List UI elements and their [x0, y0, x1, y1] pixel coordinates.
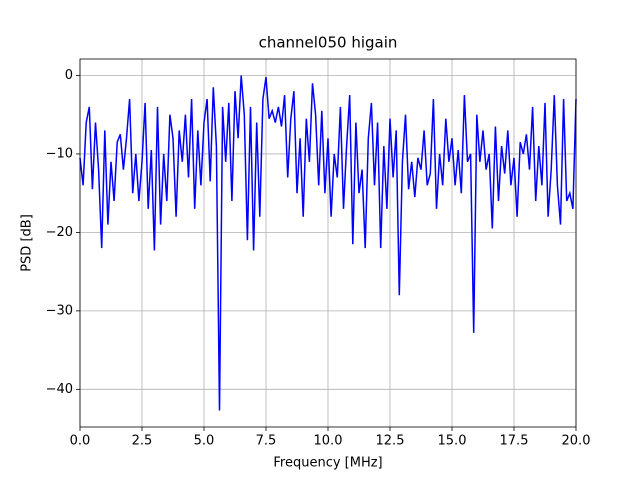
data-line: [79, 75, 577, 411]
x-tick-label: 12.5: [376, 434, 405, 449]
chart-title: channel050 higain: [259, 34, 398, 52]
x-tick-label: 7.5: [256, 434, 277, 449]
y-tick-label: −10: [46, 146, 73, 161]
y-tick-label: −20: [46, 225, 73, 240]
x-tick-label: 10.0: [314, 434, 343, 449]
x-axis-label: Frequency [MHz]: [273, 456, 382, 471]
plot-frame: [79, 58, 577, 428]
y-tick-label: 0: [65, 68, 73, 83]
x-tick-label: 20.0: [562, 434, 591, 449]
x-tick-label: 5.0: [194, 434, 215, 449]
x-tick-label: 2.5: [132, 434, 153, 449]
y-tick-label: −30: [46, 303, 73, 318]
x-tick-label: 0.0: [70, 434, 91, 449]
x-tick-label: 17.5: [500, 434, 529, 449]
x-tick-label: 15.0: [438, 434, 467, 449]
y-tick-label: −40: [46, 382, 73, 397]
y-axis-label: PSD [dB]: [20, 214, 35, 272]
